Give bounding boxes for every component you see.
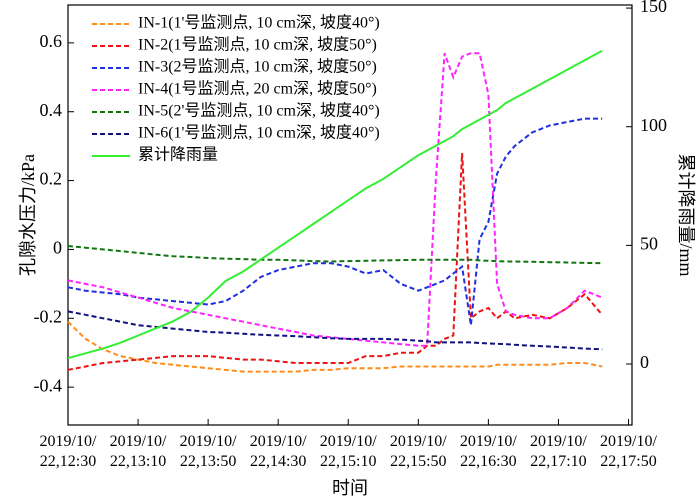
series-line [67,310,603,351]
series-line [67,49,603,360]
x-tick-label: 2019/10/22,17:50 [600,433,657,470]
y-tick-label: -0.2 [34,306,63,326]
series-line [67,245,603,265]
x-tick-label: 2019/10/22,15:10 [319,433,377,470]
legend-label: IN-4(1号监测点, 20 cm深, 坡度50°) [138,80,377,98]
y2-tick-label: 50 [640,233,658,253]
x-tick-label: 2019/10/22,13:50 [179,433,237,470]
legend-label: IN-3(2号监测点, 10 cm深, 坡度50°) [138,58,377,76]
y-tick-label: -0.4 [34,375,63,395]
x-tick-label: 2019/10/22,15:50 [389,433,447,470]
y-tick-label: 0 [53,238,62,258]
legend-label: IN-6(1'号监测点, 10 cm深, 坡度40°) [138,124,380,142]
legend-label: 累计降雨量 [138,146,218,164]
series-line [67,117,603,326]
x-tick-label: 2019/10/22,13:10 [109,433,167,470]
x-tick-label: 2019/10/22,17:10 [529,433,587,470]
y-tick-label: 0.4 [40,100,63,120]
legend-label: IN-1(1'号监测点, 10 cm深, 坡度40°) [138,14,380,32]
y-tick-label: 0.6 [40,31,63,51]
x-tick-label: 2019/10/22,12:30 [39,433,97,470]
y-axis-title: 孔隙水压力/kPa [18,154,38,276]
y2-tick-label: 0 [640,352,649,372]
series-line [67,320,603,373]
x-tick-label: 2019/10/22,16:30 [459,433,517,470]
x-tick-label: 2019/10/22,14:30 [249,433,307,470]
plot-frame [67,4,633,426]
legend-label: IN-5(2'号监测点, 10 cm深, 坡度40°) [138,102,380,120]
legend-label: IN-2(1号监测点, 10 cm深, 坡度50°) [138,36,377,54]
y2-tick-label: 100 [640,115,667,135]
y-tick-label: 0.2 [40,169,63,189]
y2-axis-title: 累计降雨量/mm [676,153,696,276]
series-line [67,52,603,347]
x-axis-title: 时间 [332,478,368,498]
y2-tick-label: 150 [640,0,667,16]
